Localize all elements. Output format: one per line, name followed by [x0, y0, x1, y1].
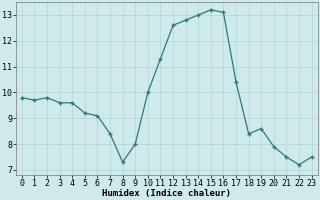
X-axis label: Humidex (Indice chaleur): Humidex (Indice chaleur)	[102, 189, 231, 198]
